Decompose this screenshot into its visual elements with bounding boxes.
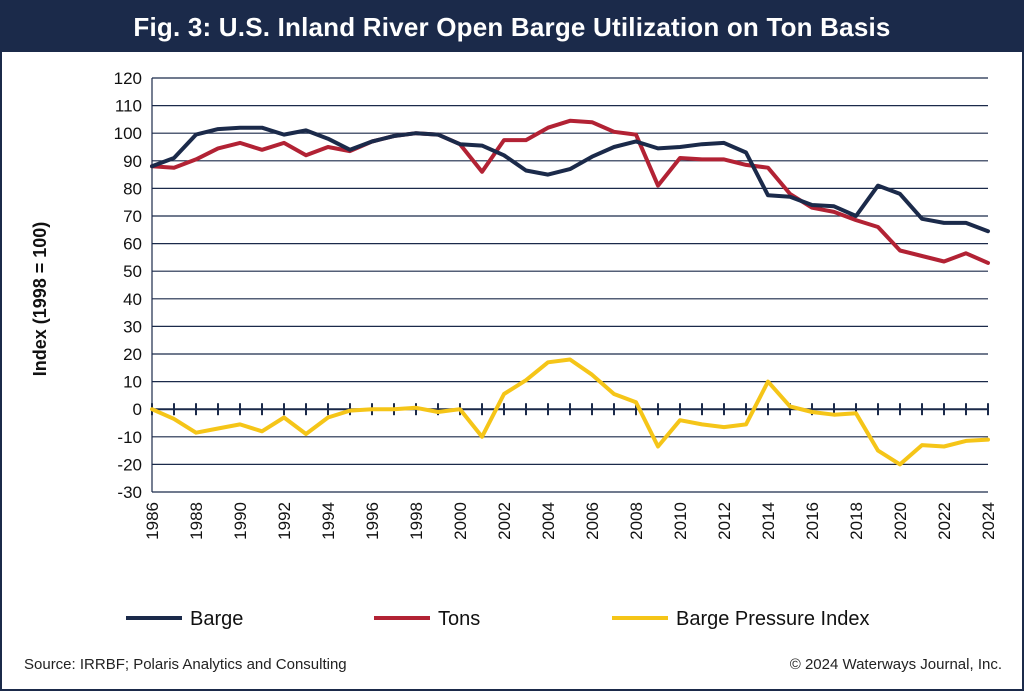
y-tick-label: 50 [123,262,142,281]
series-line-barge [150,125,990,234]
x-tick-label: 2012 [715,502,734,540]
series-line-barge-pressure-index [150,357,990,467]
x-axis-zero-line [151,403,989,416]
y-axis-label: Index (1998 = 100) [30,222,50,377]
y-tick-label: -10 [117,428,142,447]
x-tick-label: 1992 [275,502,294,540]
gridlines [151,77,988,493]
copyright-note: © 2024 Waterways Journal, Inc. [789,656,1002,673]
x-tick-label: 1988 [187,502,206,540]
x-tick-label: 2018 [847,502,866,540]
x-tick-label: 1990 [231,502,250,540]
y-tick-label: 120 [114,69,142,88]
series-line-tons [150,118,990,265]
y-tick-label: 80 [123,179,142,198]
x-tick-label: 1998 [407,502,426,540]
x-tick-label: 1996 [363,502,382,540]
y-tick-label: 0 [133,400,142,419]
y-tick-label: 70 [123,207,142,226]
legend-label-barge-pressure-index: Barge Pressure Index [676,608,869,630]
chart-title: Fig. 3: U.S. Inland River Open Barge Uti… [2,2,1022,52]
x-tick-label: 2016 [803,502,822,540]
y-tick-label: 60 [123,235,142,254]
legend-label-barge: Barge [190,608,243,630]
y-tick-label: -20 [117,455,142,474]
series-lines [150,118,990,467]
x-tick-label: 2004 [539,502,558,540]
x-tick-label: 2008 [627,502,646,540]
y-tick-label: 10 [123,373,142,392]
legend: Barge Tons Barge Pressure Index [126,608,869,630]
y-tick-label: 20 [123,345,142,364]
y-tick-label: -30 [117,483,142,502]
legend-label-tons: Tons [438,608,480,630]
x-tick-label: 2022 [935,502,954,540]
y-tick-label: 90 [123,152,142,171]
x-tick-label: 2024 [979,502,998,540]
x-tick-label: 2002 [495,502,514,540]
x-tick-labels: 1986 1988 1990 1992 1994 1996 1998 2000 2002 2004… [143,502,998,540]
x-tick-label: 2000 [451,502,470,540]
y-tick-label: 30 [123,317,142,336]
y-tick-label: 100 [114,124,142,143]
x-tick-label: 1994 [319,502,338,540]
x-tick-label: 2010 [671,502,690,540]
y-tick-label: 110 [115,97,142,116]
x-tick-label: 2006 [583,502,602,540]
x-tick-label: 1986 [143,502,162,540]
y-tick-label: 40 [123,290,142,309]
x-tick-label: 2014 [759,502,778,540]
x-tick-label: 2020 [891,502,910,540]
source-note: Source: IRRBF; Polaris Analytics and Con… [24,656,347,673]
